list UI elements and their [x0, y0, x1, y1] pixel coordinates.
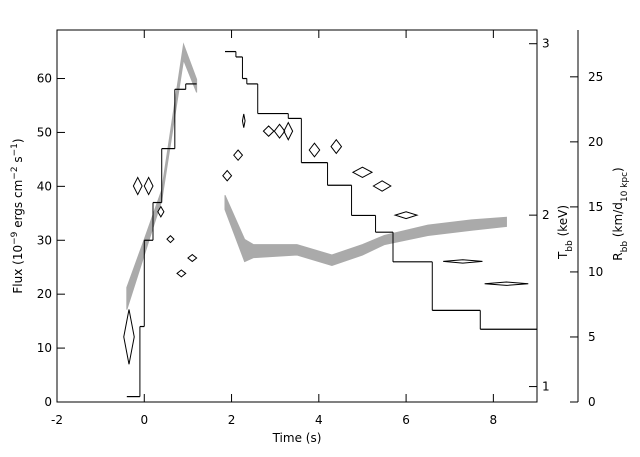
y3-axis-label-part: ) — [611, 167, 625, 172]
temperature-diamond — [132, 176, 143, 196]
y3-tick-label: 25 — [588, 70, 603, 84]
temperature-diamond — [372, 180, 392, 192]
y3-axis-label-part: (km/d — [611, 202, 625, 241]
temperature-diamond — [187, 253, 198, 263]
temperature-diamond — [484, 281, 529, 286]
temperature-diamond — [273, 123, 286, 139]
y-axis-label-part: −2 — [10, 166, 20, 179]
y3-axis-label-part: 10 kpc — [620, 172, 630, 202]
y3-tick-label: 20 — [588, 135, 603, 149]
y3-tick-label: 10 — [588, 265, 603, 279]
y2-axis-label-part: T — [556, 251, 570, 260]
x-tick-label: 6 — [402, 413, 410, 427]
temperature-diamond — [123, 309, 135, 365]
temperature-diamond — [143, 176, 154, 196]
temperature-diamond — [166, 235, 175, 244]
x-tick-label: 0 — [140, 413, 148, 427]
y-axis-label-part: −1 — [10, 143, 20, 156]
y-tick-label: 30 — [37, 233, 52, 247]
y-axis-label-part: ergs cm — [11, 180, 25, 232]
y3-tick-label: 15 — [588, 200, 603, 214]
y2-tick-label: 3 — [542, 37, 550, 51]
plot-frame — [56, 29, 538, 403]
x-tick-label: 2 — [228, 413, 236, 427]
temperature-diamond — [176, 269, 187, 278]
y2-tick-label: 1 — [542, 380, 550, 394]
y-tick-label: 50 — [37, 125, 52, 139]
y-tick-label: 60 — [37, 72, 52, 86]
y3-axis-label: Rbb (km/d10 kpc) — [611, 167, 630, 260]
y-axis-label-part: s — [11, 156, 25, 166]
y-tick-label: 0 — [44, 395, 52, 409]
y2-axis-label-part: (keV) — [556, 205, 570, 240]
x-tick-label: 4 — [315, 413, 323, 427]
y-tick-label: 40 — [37, 179, 52, 193]
temperature-diamond — [157, 205, 165, 218]
y-axis-label-part: −9 — [10, 231, 20, 245]
r-band — [224, 194, 507, 266]
y-axis-label-part: ) — [11, 138, 25, 143]
x-axis-label: Time (s) — [272, 431, 322, 445]
y-tick-label: 10 — [37, 341, 52, 355]
temperature-diamond — [351, 166, 374, 178]
y3-axis-label-part: bb — [620, 241, 630, 253]
x-tick-label: -2 — [51, 413, 63, 427]
temperature-diamond — [393, 211, 419, 220]
temperature-diamond — [233, 149, 244, 162]
y-tick-label: 20 — [37, 287, 52, 301]
y2-tick-label: 2 — [542, 208, 550, 222]
temperature-diamond — [330, 138, 343, 155]
y3-tick-label: 0 — [588, 395, 596, 409]
temperature-diamond — [443, 259, 483, 264]
temperature-diamond — [222, 169, 233, 182]
y-axis-label: Flux (10−9 ergs cm−2 s−1) — [10, 138, 25, 293]
y-axis-label-part: Flux (10 — [11, 245, 25, 294]
y2-axis-label: Tbb (keV) — [556, 205, 575, 260]
temperature-diamond — [262, 125, 275, 137]
x-tick-label: 8 — [490, 413, 498, 427]
temperature-diamond — [241, 113, 246, 128]
y2-axis-label-part: bb — [565, 240, 575, 252]
temperature-diamond — [308, 142, 321, 158]
y3-axis-label-part: R — [611, 252, 625, 260]
temperature-diamond — [283, 121, 294, 141]
y3-tick-label: 5 — [588, 330, 596, 344]
